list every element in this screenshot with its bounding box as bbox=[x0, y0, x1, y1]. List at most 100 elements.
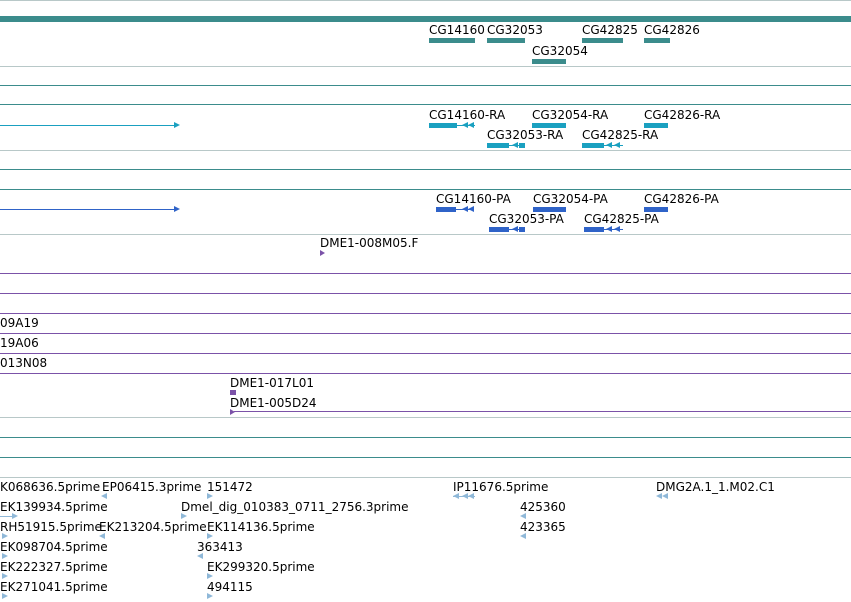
protein-feature[interactable] bbox=[644, 207, 668, 212]
est-label[interactable]: K068636.5prime bbox=[0, 480, 101, 494]
protein-label[interactable]: CG42826-PA bbox=[644, 192, 719, 206]
est-label[interactable]: Dmel_dig_010383_0711_2756.3prime bbox=[181, 500, 409, 514]
track-divider bbox=[0, 0, 851, 1]
est-feature[interactable] bbox=[468, 493, 474, 499]
est-label[interactable]: EK299320.5prime bbox=[207, 560, 315, 574]
clone-row-label[interactable]: 013N08 bbox=[0, 356, 48, 370]
transcript-feature[interactable] bbox=[429, 123, 457, 128]
protein-feature[interactable] bbox=[533, 207, 566, 212]
est-label[interactable]: 363413 bbox=[197, 540, 243, 554]
est-feature[interactable] bbox=[197, 553, 203, 559]
est-feature[interactable] bbox=[462, 493, 468, 499]
gene-feature[interactable] bbox=[487, 38, 525, 43]
protein-label[interactable]: CG32054-PA bbox=[533, 192, 608, 206]
clone-label[interactable]: DME1-008M05.F bbox=[320, 236, 419, 250]
track-divider bbox=[0, 85, 851, 86]
clone-row-label[interactable]: 19A06 bbox=[0, 336, 39, 350]
est-label[interactable]: 425360 bbox=[520, 500, 566, 514]
arrow-left-icon bbox=[606, 142, 612, 148]
gene-label[interactable]: CG42826 bbox=[644, 23, 700, 37]
gene-feature[interactable] bbox=[429, 38, 475, 43]
clone-feature[interactable] bbox=[320, 250, 325, 256]
est-feature[interactable] bbox=[2, 553, 8, 559]
gene-label[interactable]: CG42825 bbox=[582, 23, 638, 37]
transcript-feature[interactable] bbox=[487, 143, 509, 148]
track-divider bbox=[0, 169, 851, 170]
track-divider bbox=[0, 150, 851, 151]
transcript-feature[interactable] bbox=[532, 123, 566, 128]
track-divider bbox=[0, 373, 851, 374]
est-label[interactable]: EK213204.5prime bbox=[99, 520, 207, 534]
protein-feature[interactable] bbox=[0, 209, 174, 210]
transcript-label[interactable]: CG32054-RA bbox=[532, 108, 609, 122]
clone-label[interactable]: DME1-017L01 bbox=[230, 376, 314, 390]
clone-row-label[interactable]: 09A19 bbox=[0, 316, 39, 330]
transcript-label[interactable]: CG42826-RA bbox=[644, 108, 721, 122]
transcript-feature[interactable] bbox=[0, 125, 174, 126]
est-label[interactable]: EP06415.3prime bbox=[102, 480, 202, 494]
est-feature[interactable] bbox=[520, 533, 526, 539]
protein-feature[interactable] bbox=[489, 227, 509, 232]
protein-label[interactable]: CG42825-PA bbox=[584, 212, 659, 226]
est-label[interactable]: 494115 bbox=[207, 580, 253, 594]
est-label[interactable]: IP11676.5prime bbox=[453, 480, 549, 494]
gene-feature[interactable] bbox=[644, 38, 670, 43]
transcript-label[interactable]: CG14160-RA bbox=[429, 108, 506, 122]
transcript-label[interactable]: CG42825-RA bbox=[582, 128, 659, 142]
clone-feature[interactable] bbox=[230, 409, 235, 415]
transcript-feature[interactable] bbox=[604, 145, 623, 146]
transcript-feature[interactable] bbox=[519, 143, 525, 148]
track-divider bbox=[0, 273, 851, 274]
est-label[interactable]: DMG2A.1_1.M02.C1 bbox=[656, 480, 775, 494]
est-label[interactable]: EK222327.5prime bbox=[0, 560, 108, 574]
est-feature[interactable] bbox=[207, 573, 213, 579]
clone-feature[interactable] bbox=[234, 411, 851, 412]
est-feature[interactable] bbox=[207, 533, 213, 539]
est-feature[interactable] bbox=[101, 493, 107, 499]
track-divider bbox=[0, 293, 851, 294]
est-label[interactable]: EK271041.5prime bbox=[0, 580, 108, 594]
track-divider bbox=[0, 333, 851, 334]
est-feature[interactable] bbox=[662, 493, 668, 499]
est-label[interactable]: EK098704.5prime bbox=[0, 540, 108, 554]
transcript-feature[interactable] bbox=[644, 123, 668, 128]
est-feature[interactable] bbox=[2, 593, 8, 599]
est-feature[interactable] bbox=[0, 516, 14, 517]
est-feature[interactable] bbox=[181, 513, 187, 519]
protein-label[interactable]: CG14160-PA bbox=[436, 192, 511, 206]
track-divider bbox=[0, 437, 851, 438]
arrow-left-icon bbox=[512, 226, 518, 232]
gene-feature[interactable] bbox=[582, 38, 623, 43]
est-label[interactable]: RH51915.5prime bbox=[0, 520, 102, 534]
track-divider bbox=[0, 313, 851, 314]
est-feature[interactable] bbox=[99, 533, 105, 539]
protein-feature[interactable] bbox=[519, 227, 525, 232]
transcript-label[interactable]: CG32053-RA bbox=[487, 128, 564, 142]
arrow-right-icon bbox=[174, 122, 180, 128]
est-label[interactable]: 151472 bbox=[207, 480, 253, 494]
est-feature[interactable] bbox=[520, 513, 526, 519]
clone-label[interactable]: DME1-005D24 bbox=[230, 396, 317, 410]
est-feature[interactable] bbox=[656, 493, 662, 499]
protein-feature[interactable] bbox=[436, 207, 456, 212]
est-label[interactable]: 423365 bbox=[520, 520, 566, 534]
gene-feature[interactable] bbox=[532, 59, 566, 64]
gene-label[interactable]: CG32053 bbox=[487, 23, 543, 37]
protein-label[interactable]: CG32053-PA bbox=[489, 212, 564, 226]
protein-feature[interactable] bbox=[584, 227, 604, 232]
gene-label[interactable]: CG32054 bbox=[532, 44, 588, 58]
est-feature[interactable] bbox=[207, 493, 213, 499]
arrow-left-icon bbox=[468, 206, 474, 212]
est-feature[interactable] bbox=[2, 533, 8, 539]
est-feature[interactable] bbox=[12, 513, 18, 519]
est-feature[interactable] bbox=[207, 593, 213, 599]
track-divider bbox=[0, 104, 851, 105]
track-divider bbox=[0, 234, 851, 235]
est-label[interactable]: EK139934.5prime bbox=[0, 500, 108, 514]
est-feature[interactable] bbox=[2, 573, 8, 579]
est-label[interactable]: EK114136.5prime bbox=[207, 520, 315, 534]
protein-feature[interactable] bbox=[604, 229, 623, 230]
clone-feature[interactable] bbox=[230, 390, 236, 395]
transcript-feature[interactable] bbox=[582, 143, 604, 148]
gene-label[interactable]: CG14160 bbox=[429, 23, 485, 37]
